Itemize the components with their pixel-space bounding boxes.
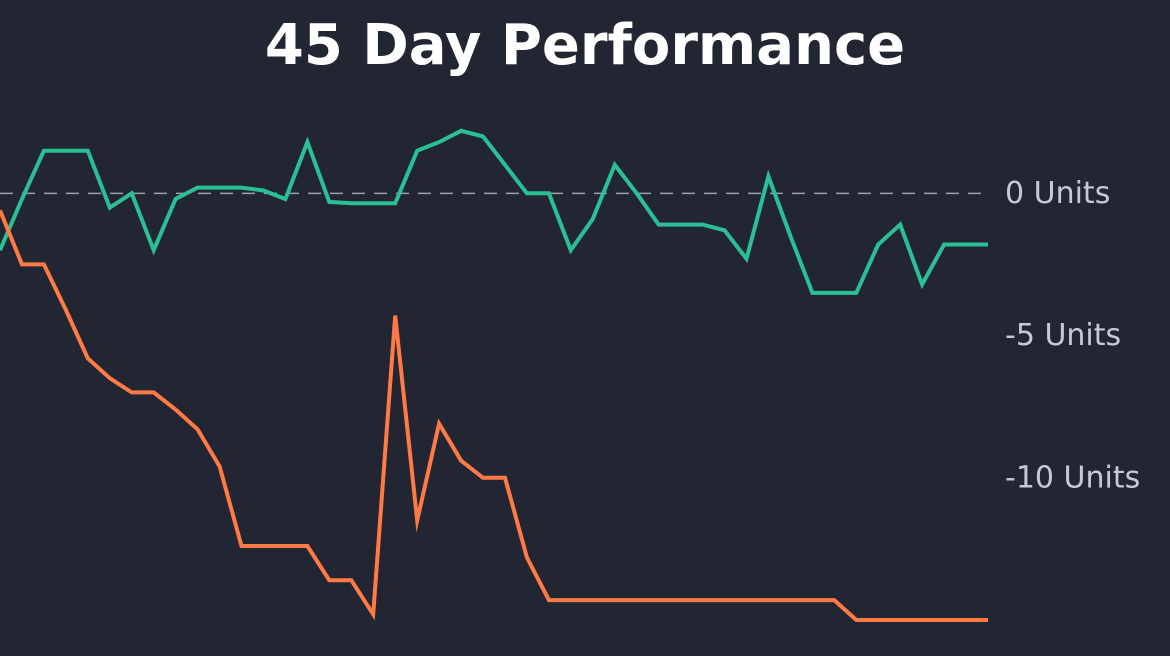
y-tick-label: 0 Units <box>1005 176 1110 211</box>
y-axis-ticks: 0 Units -5 Units -10 Units <box>1005 176 1140 495</box>
y-tick-label: -10 Units <box>1005 460 1140 495</box>
series-line-1 <box>0 128 988 295</box>
series-line-2 <box>0 209 988 622</box>
y-tick-label: -5 Units <box>1005 318 1121 353</box>
series-group <box>0 128 988 622</box>
chart-title: 45 Day Performance <box>265 13 905 78</box>
